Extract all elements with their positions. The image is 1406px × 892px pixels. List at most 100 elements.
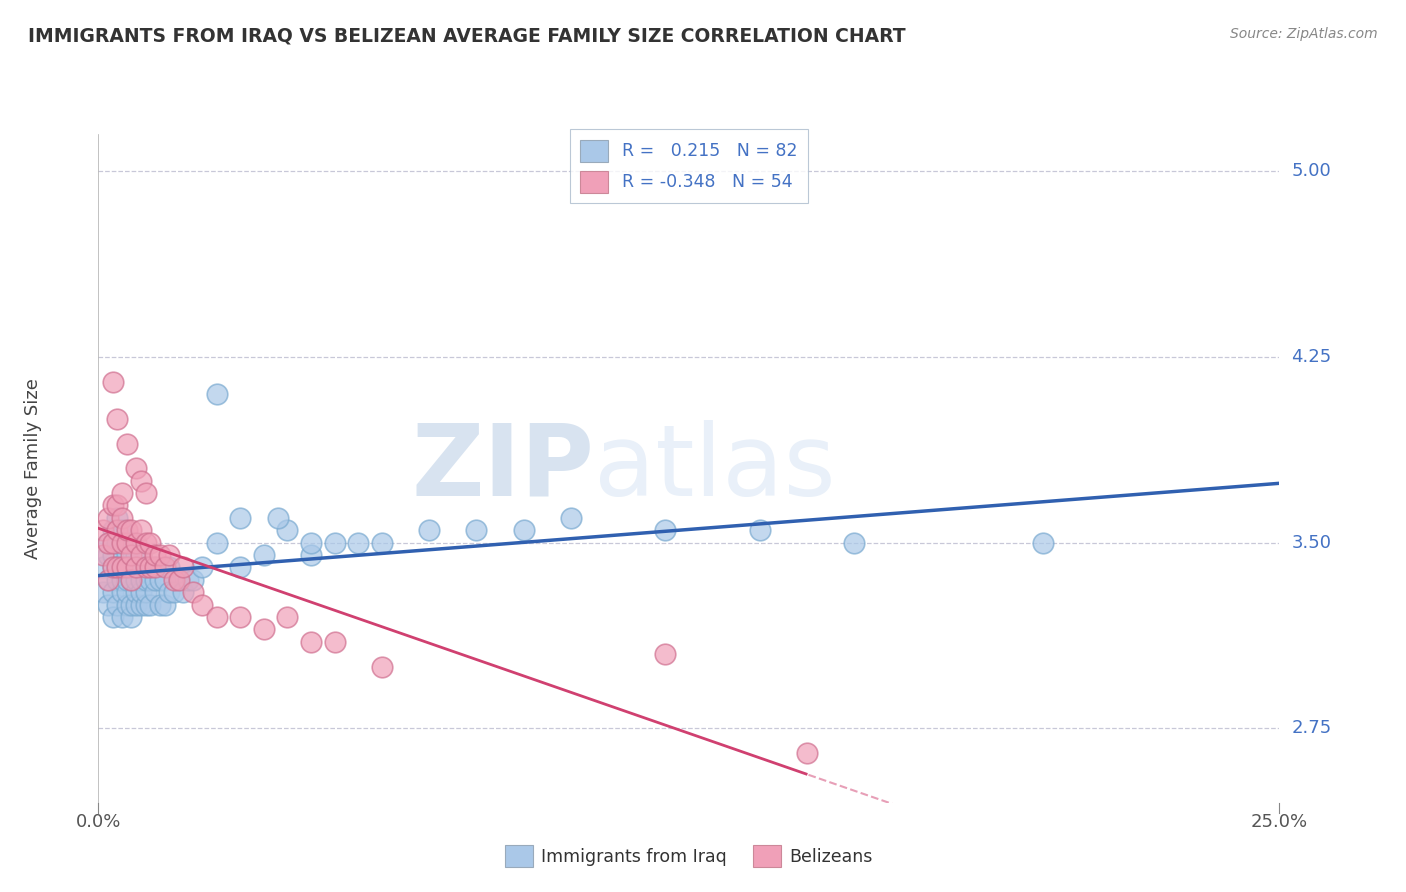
Point [177,573,200,587]
Point [418,523,440,537]
Point [135,486,157,500]
Point [115,535,138,549]
Point [129,573,152,587]
Point [115,548,138,562]
Point [101,610,124,624]
Point [121,610,143,624]
Point [111,573,134,587]
Point [143,560,166,574]
Point [276,610,298,624]
Point [654,647,676,661]
Point [267,511,290,525]
Point [101,375,124,389]
Point [121,548,143,562]
Point [115,585,138,599]
Point [125,548,148,562]
Point [121,560,143,574]
Point [97,548,120,562]
Point [101,560,124,574]
Point [229,511,252,525]
Point [129,548,152,562]
Point [97,535,120,549]
Point [125,560,148,574]
Point [465,523,488,537]
Point [347,535,370,549]
Point [121,523,143,537]
Point [163,585,186,599]
Point [139,598,162,612]
Point [101,523,124,537]
Point [253,548,276,562]
Point [253,623,276,637]
Point [129,598,152,612]
Point [129,523,152,537]
Point [121,573,143,587]
Point [153,598,176,612]
Point [143,573,166,587]
Point [105,523,128,537]
Point [125,461,148,475]
Point [105,411,128,425]
Point [748,523,770,537]
Point [121,573,143,587]
Point [560,511,582,525]
Point [191,598,214,612]
Point [111,511,134,525]
Point [172,585,194,599]
Point [125,560,148,574]
Point [229,610,252,624]
Point [143,585,166,599]
Point [299,548,322,562]
Point [129,548,152,562]
Point [115,436,138,450]
Point [125,535,148,549]
Point [111,560,134,574]
Point [323,535,346,549]
Point [844,535,866,549]
Point [153,560,176,574]
Point [276,523,298,537]
Point [157,560,180,574]
Point [97,535,120,549]
Point [205,387,228,401]
Point [111,535,134,549]
Point [105,598,128,612]
Point [157,585,180,599]
Point [153,573,176,587]
Point [205,610,228,624]
Point [111,560,134,574]
Point [121,598,143,612]
Point [135,573,157,587]
Point [149,573,172,587]
Point [205,535,228,549]
Point [105,535,128,549]
Point [163,573,186,587]
Point [371,659,394,673]
Point [157,548,180,562]
Point [129,585,152,599]
Point [105,499,128,513]
Point [111,486,134,500]
Point [229,560,252,574]
Point [135,585,157,599]
Point [91,560,114,574]
Point [115,573,138,587]
Text: 2.75: 2.75 [1291,720,1331,738]
Point [135,535,157,549]
Point [111,535,134,549]
Point [115,598,138,612]
Point [149,598,172,612]
Point [115,560,138,574]
Point [139,535,162,549]
Point [143,548,166,562]
Point [97,573,120,587]
Point [101,535,124,549]
Point [135,560,157,574]
Point [97,573,120,587]
Text: 3.50: 3.50 [1291,533,1331,551]
Point [149,548,172,562]
Point [101,560,124,574]
Text: Average Family Size: Average Family Size [24,378,42,558]
Point [111,610,134,624]
Point [129,474,152,488]
